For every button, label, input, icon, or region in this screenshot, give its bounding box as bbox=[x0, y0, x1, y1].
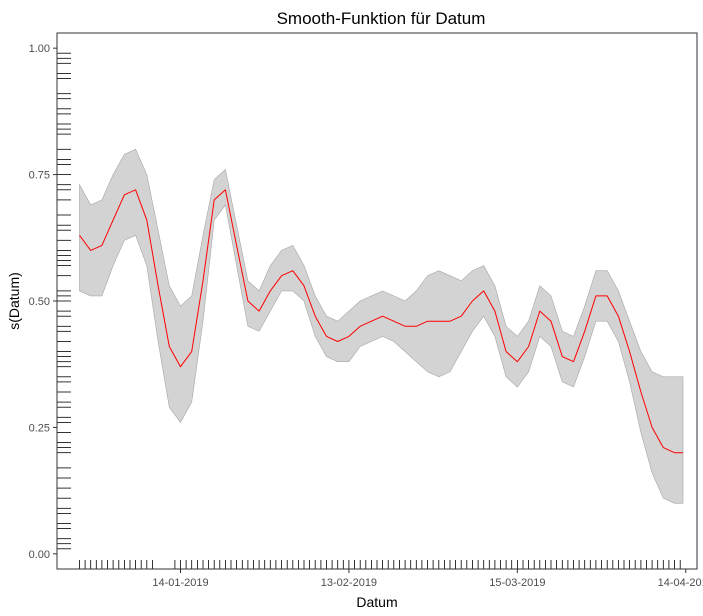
y-axis-title: s(Datum) bbox=[6, 272, 22, 330]
smooth-line bbox=[79, 189, 683, 454]
x-tick-label: 14-01-2019 bbox=[152, 577, 208, 589]
confidence-band-layer bbox=[79, 148, 684, 504]
axis-layer: 0.00 0.25 0.50 0.75 1.00 14-01-2019 13-02-2019… bbox=[29, 43, 703, 589]
rug-layer bbox=[57, 52, 681, 569]
confidence-band bbox=[79, 148, 684, 504]
x-tick-label: 14-04-2019 bbox=[658, 577, 703, 589]
y-tick-label: 0.50 bbox=[29, 296, 50, 308]
smooth-line-layer bbox=[79, 189, 683, 454]
x-axis-title: Datum bbox=[356, 594, 397, 610]
chart-title: Smooth-Funktion für Datum bbox=[277, 9, 486, 28]
y-tick-label: 0.00 bbox=[29, 549, 50, 561]
y-tick-label: 0.25 bbox=[29, 422, 50, 434]
x-tick-label: 13-02-2019 bbox=[321, 577, 377, 589]
x-tick-label: 15-03-2019 bbox=[489, 577, 545, 589]
y-tick-label: 0.75 bbox=[29, 170, 50, 182]
y-tick-label: 1.00 bbox=[29, 43, 50, 55]
